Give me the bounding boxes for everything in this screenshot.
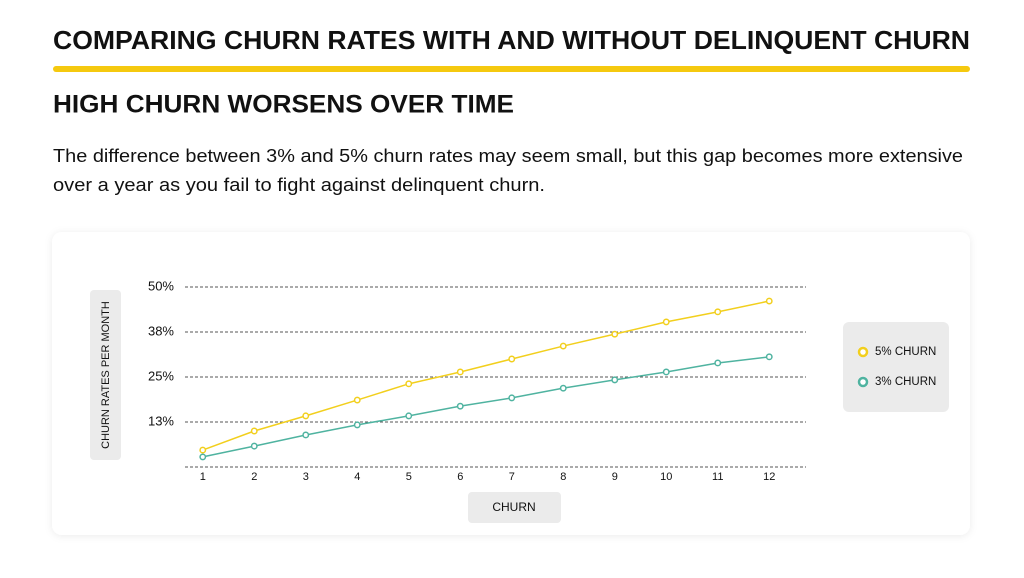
x-tick-label: 11: [712, 471, 723, 483]
data-point: [611, 330, 619, 338]
x-tick-label: 1: [200, 471, 206, 483]
x-tick-label: 12: [763, 471, 775, 483]
legend-box: [843, 322, 949, 412]
y-tick-label: 13%: [148, 413, 174, 428]
y-tick-label: 38%: [148, 323, 174, 338]
y-label-box: [90, 290, 121, 460]
data-point: [765, 297, 773, 305]
chart-card: [52, 232, 970, 535]
data-point: [508, 394, 516, 402]
x-tick-label: 4: [354, 471, 360, 483]
data-point: [662, 368, 670, 376]
y-axis-label: CHURN RATES PER MONTH: [100, 301, 112, 449]
y-tick-label: 25%: [148, 368, 174, 383]
data-point: [508, 355, 516, 363]
legend-label: 3% CHURN: [875, 376, 936, 388]
data-point: [662, 318, 670, 326]
x-tick-label: 3: [303, 471, 309, 483]
data-point: [559, 342, 567, 350]
data-point: [611, 376, 619, 384]
x-tick-label: 6: [457, 471, 463, 483]
subtitle: HIGH CHURN WORSENS OVER TIME: [53, 91, 514, 119]
x-axis-label: CHURN: [492, 500, 535, 514]
body-text: The difference between 3% and 5% churn r…: [53, 146, 963, 166]
data-point: [302, 431, 310, 439]
data-point: [405, 380, 413, 388]
x-tick-label: 7: [509, 471, 515, 483]
data-point: [353, 396, 361, 404]
x-tick-label: 10: [660, 471, 672, 483]
x-label-box: [468, 492, 561, 523]
data-point: [302, 412, 310, 420]
data-point: [714, 359, 722, 367]
data-point: [456, 368, 464, 376]
title-underline: [53, 66, 970, 72]
page-title: COMPARING CHURN RATES WITH AND WITHOUT D…: [53, 25, 970, 55]
data-point: [199, 446, 207, 454]
data-point: [559, 384, 567, 392]
data-point: [250, 427, 258, 435]
x-tick-label: 2: [251, 471, 257, 483]
data-point: [714, 308, 722, 316]
legend-label: 5% CHURN: [875, 346, 936, 358]
data-point: [405, 412, 413, 420]
data-point: [765, 353, 773, 361]
legend-marker: [857, 346, 869, 358]
x-tick-label: 8: [560, 471, 566, 483]
data-point: [456, 402, 464, 410]
x-tick-label: 9: [612, 471, 618, 483]
series-line: [202, 356, 770, 458]
data-point: [199, 453, 207, 461]
legend-marker: [857, 376, 869, 388]
series-line: [202, 300, 770, 451]
data-point: [353, 421, 361, 429]
y-tick-label: 50%: [148, 278, 174, 293]
body-text: over a year as you fail to fight against…: [53, 175, 545, 195]
data-point: [250, 442, 258, 450]
x-tick-label: 5: [406, 471, 412, 483]
